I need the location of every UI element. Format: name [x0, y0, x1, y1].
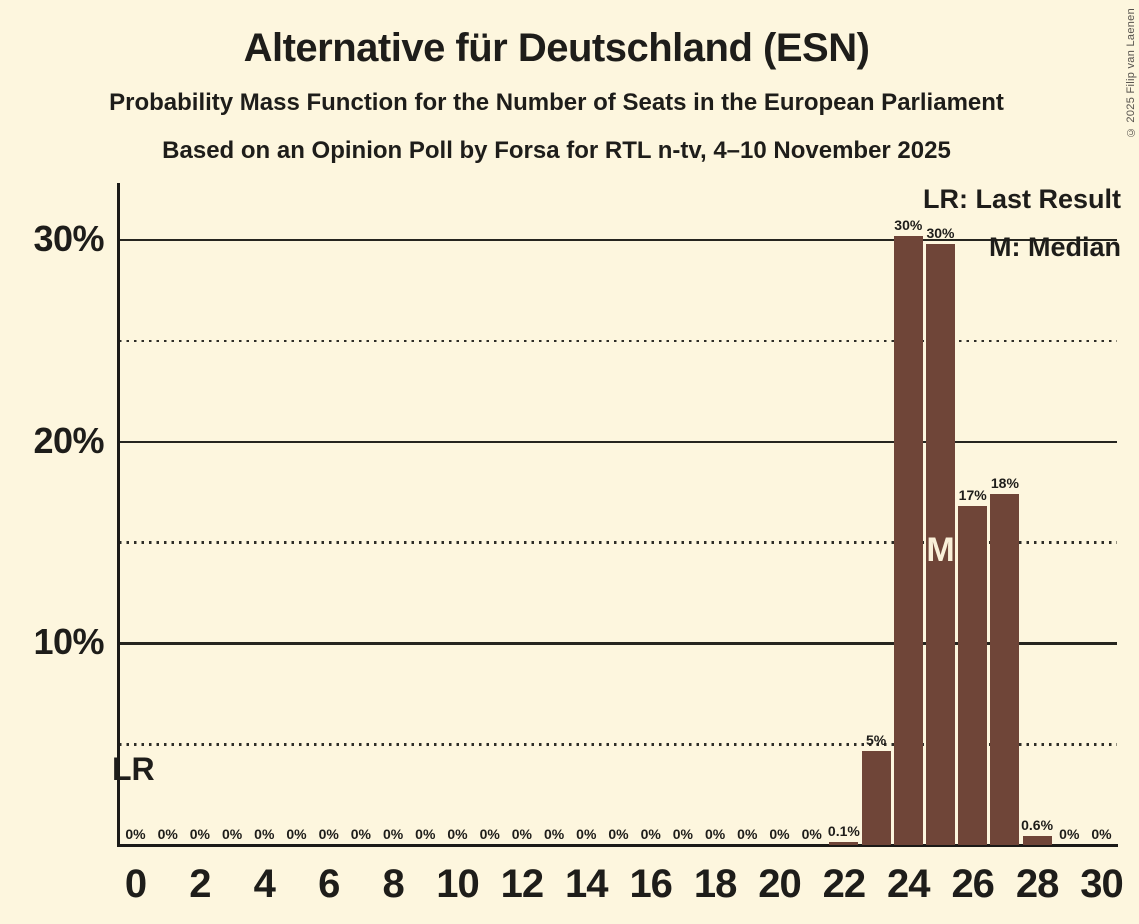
bar-value-label-23: 5%	[865, 732, 887, 748]
bar-value-label-4: 0%	[254, 826, 275, 842]
bar-value-label-14: 0%	[576, 826, 597, 842]
bar-value-label-27: 18%	[990, 475, 1019, 491]
x-tick-label-10: 10	[436, 862, 480, 906]
bar-value-label-17: 0%	[672, 826, 693, 842]
gridline-solid-20pct	[119, 440, 1117, 444]
bar-seat-27	[990, 494, 1020, 845]
bar-seat-26	[958, 506, 988, 845]
bar-value-label-6: 0%	[318, 826, 339, 842]
bar-value-label-28: 0.6%	[1021, 817, 1054, 833]
y-tick-label-10pct: 10%	[33, 621, 104, 663]
bar-value-label-7: 0%	[350, 826, 371, 842]
bar-seat-22	[829, 842, 859, 845]
bar-value-label-25: 30%	[926, 225, 955, 241]
bar-seat-25	[926, 244, 955, 845]
median-marker-label: M	[926, 531, 955, 569]
bar-value-label-3: 0%	[221, 826, 243, 842]
x-tick-label-30: 30	[1080, 862, 1124, 906]
gridline-dotted-25pct	[119, 339, 1117, 343]
bar-value-label-11: 0%	[479, 826, 500, 842]
bar-value-label-12: 0%	[511, 826, 532, 842]
bar-value-label-21: 0%	[801, 826, 822, 842]
page-title: Alternative für Deutschland (ESN)	[243, 26, 870, 70]
x-tick-label-12: 12	[500, 862, 545, 906]
bar-seat-24	[893, 236, 923, 845]
x-axis-line	[117, 844, 1118, 847]
gridline-dotted-15pct	[119, 541, 1117, 544]
bar-value-label-9: 0%	[415, 826, 436, 842]
bar-value-label-13: 0%	[543, 826, 565, 842]
x-tick-label-4: 4	[253, 862, 276, 906]
bar-value-label-16: 0%	[640, 826, 661, 842]
bar-seat-28	[1022, 836, 1052, 845]
bar-value-label-29: 0%	[1059, 826, 1080, 842]
bar-value-label-5: 0%	[286, 826, 307, 842]
bar-value-label-26: 17%	[958, 487, 987, 503]
x-tick-label-20: 20	[758, 862, 802, 906]
gridline-dotted-5pct	[119, 743, 1117, 746]
bar-value-label-8: 0%	[382, 826, 404, 842]
x-tick-label-16: 16	[629, 862, 673, 906]
y-axis-line	[117, 183, 120, 847]
bar-value-label-10: 0%	[447, 826, 468, 842]
bar-value-label-19: 0%	[737, 826, 758, 842]
copyright-notice: © 2025 Filip van Laenen	[1125, 8, 1137, 139]
bar-value-label-24: 30%	[894, 217, 923, 233]
x-tick-label-6: 6	[318, 862, 340, 906]
bar-value-label-0: 0%	[125, 826, 146, 842]
gridline-solid-10pct	[119, 642, 1117, 645]
poll-subtitle: Based on an Opinion Poll by Forsa for RT…	[162, 137, 951, 164]
legend-median: M: Median	[989, 232, 1121, 262]
x-tick-label-14: 14	[565, 862, 609, 906]
y-tick-label-30pct: 30%	[33, 217, 104, 259]
legend-last-result: LR: Last Result	[922, 184, 1121, 214]
last-result-marker-label: LR	[112, 751, 155, 787]
x-tick-label-24: 24	[887, 862, 931, 906]
x-tick-label-0: 0	[124, 862, 147, 906]
x-tick-label-22: 22	[822, 862, 867, 906]
bar-seat-23	[861, 751, 891, 845]
bar-value-label-22: 0.1%	[827, 823, 860, 839]
bar-value-label-18: 0%	[704, 826, 726, 842]
x-tick-label-26: 26	[951, 862, 995, 906]
y-tick-label-20pct: 20%	[33, 419, 104, 461]
x-tick-label-8: 8	[382, 862, 404, 906]
chart-subtitle: Probability Mass Function for the Number…	[109, 89, 1004, 116]
gridline-solid-30pct	[119, 238, 1117, 242]
bar-value-label-2: 0%	[189, 826, 210, 842]
x-tick-label-2: 2	[189, 862, 211, 906]
x-tick-label-28: 28	[1015, 862, 1060, 906]
bar-value-label-30: 0%	[1091, 826, 1112, 842]
bar-value-label-1: 0%	[157, 826, 178, 842]
bar-value-label-15: 0%	[608, 826, 629, 842]
bar-value-label-20: 0%	[769, 826, 790, 842]
x-tick-label-18: 18	[693, 862, 738, 906]
